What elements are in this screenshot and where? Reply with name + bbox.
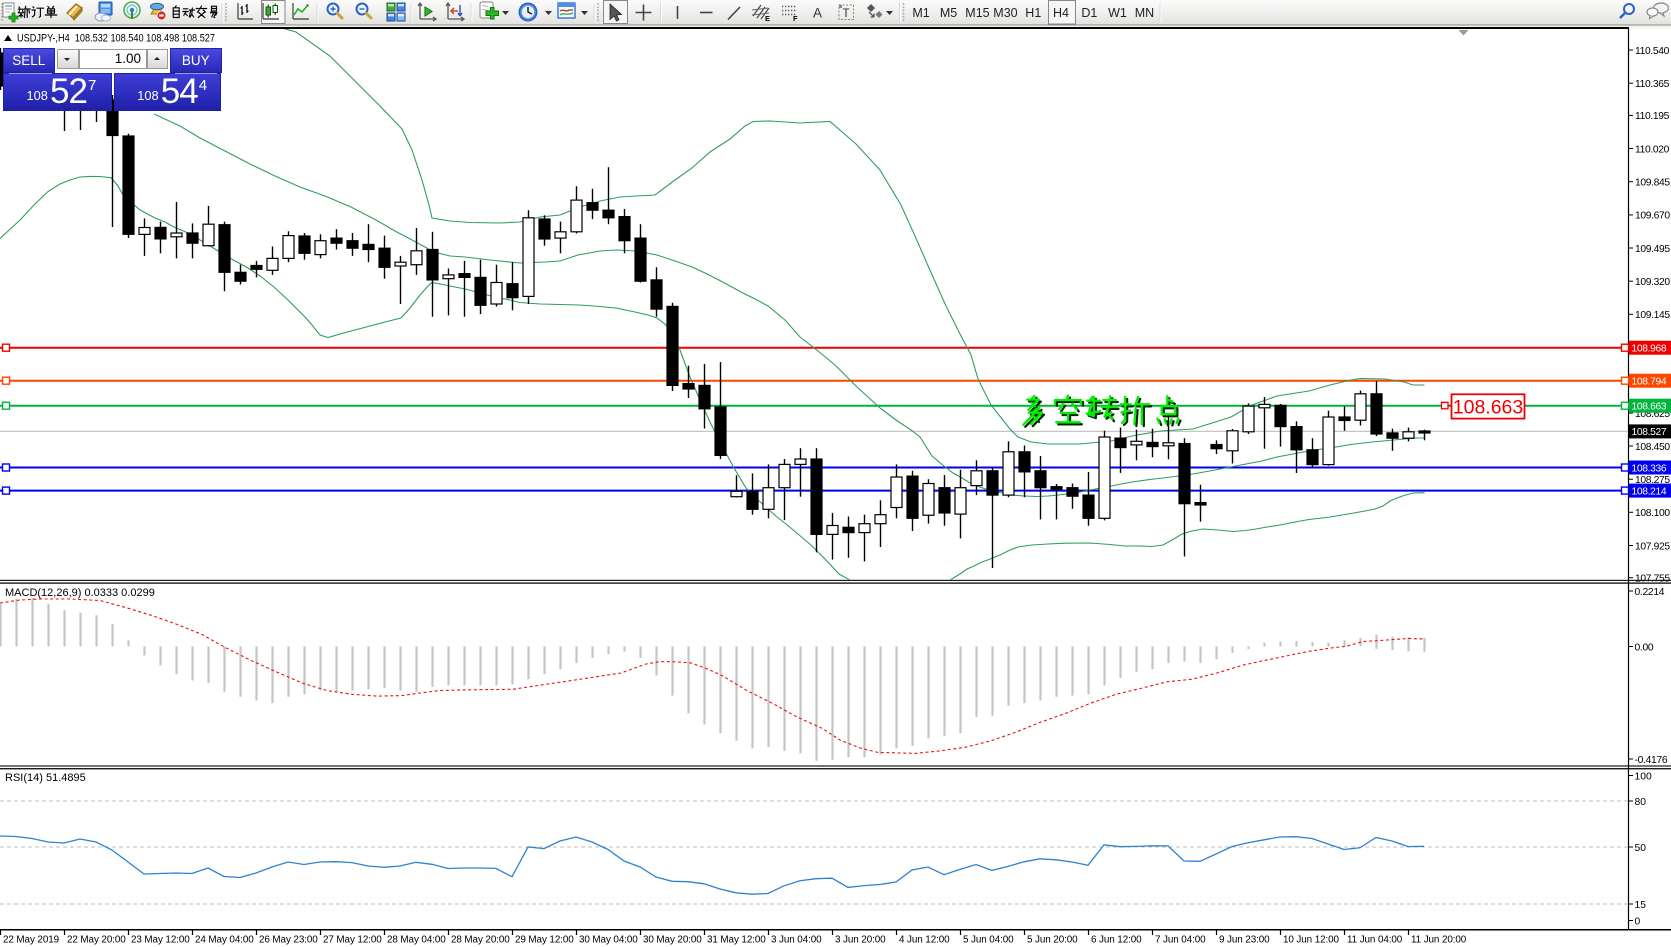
svg-text:108.663: 108.663 — [1453, 397, 1524, 419]
svg-text:H4: H4 — [1053, 6, 1069, 20]
svg-text:108.625: 108.625 — [1635, 409, 1670, 420]
svg-text:109.145: 109.145 — [1635, 310, 1670, 321]
svg-text:108.794: 108.794 — [1632, 377, 1667, 388]
svg-text:26 May 23:00: 26 May 23:00 — [259, 935, 318, 946]
svg-text:27 May 12:00: 27 May 12:00 — [323, 935, 382, 946]
svg-text:15: 15 — [1635, 900, 1647, 911]
svg-text:0: 0 — [1635, 916, 1641, 927]
svg-text:110.020: 110.020 — [1635, 144, 1670, 155]
svg-text:MN: MN — [1135, 6, 1154, 20]
svg-text:3 Jun 04:00: 3 Jun 04:00 — [771, 935, 822, 946]
svg-text:107.925: 107.925 — [1635, 541, 1670, 552]
svg-text:W1: W1 — [1108, 6, 1127, 20]
svg-text:110.540: 110.540 — [1635, 46, 1670, 57]
svg-text:7 Jun 04:00: 7 Jun 04:00 — [1155, 935, 1206, 946]
svg-text:30 May 04:00: 30 May 04:00 — [579, 935, 638, 946]
svg-text:D1: D1 — [1081, 6, 1097, 20]
svg-text:3 Jun 20:00: 3 Jun 20:00 — [835, 935, 886, 946]
svg-text:109.845: 109.845 — [1635, 178, 1670, 189]
svg-text:11 Jun 04:00: 11 Jun 04:00 — [1347, 935, 1403, 946]
svg-text:108.275: 108.275 — [1635, 475, 1670, 486]
svg-text:M5: M5 — [940, 6, 957, 20]
svg-text:M15: M15 — [965, 6, 989, 20]
svg-text:5 Jun 20:00: 5 Jun 20:00 — [1027, 935, 1078, 946]
svg-text:0.00: 0.00 — [1635, 642, 1654, 653]
svg-text:107.755: 107.755 — [1635, 574, 1670, 585]
svg-text:28 May 04:00: 28 May 04:00 — [387, 935, 446, 946]
svg-text:31 May 12:00: 31 May 12:00 — [707, 935, 766, 946]
svg-text:109.495: 109.495 — [1635, 244, 1670, 255]
svg-text:108.100: 108.100 — [1635, 508, 1670, 519]
svg-text:23 May 12:00: 23 May 12:00 — [131, 935, 190, 946]
svg-text:109.320: 109.320 — [1635, 277, 1670, 288]
svg-text:T: T — [843, 8, 850, 20]
svg-text:50: 50 — [1635, 843, 1647, 854]
svg-text:108.968: 108.968 — [1632, 344, 1667, 355]
svg-text:100: 100 — [1635, 771, 1652, 782]
svg-text:108.663: 108.663 — [1632, 402, 1667, 413]
svg-text:22 May 20:00: 22 May 20:00 — [67, 935, 126, 946]
svg-text:6 Jun 12:00: 6 Jun 12:00 — [1091, 935, 1142, 946]
svg-text:108.450: 108.450 — [1635, 442, 1670, 453]
svg-text:F: F — [793, 14, 798, 23]
svg-text:80: 80 — [1635, 797, 1647, 808]
svg-text:11 Jun 20:00: 11 Jun 20:00 — [1411, 935, 1467, 946]
svg-text:MACD(12,26,9) 0.0333 0.0299: MACD(12,26,9) 0.0333 0.0299 — [5, 587, 155, 599]
svg-text:30 May 20:00: 30 May 20:00 — [643, 935, 702, 946]
svg-text:24 May 04:00: 24 May 04:00 — [195, 935, 254, 946]
svg-text:29 May 12:00: 29 May 12:00 — [515, 935, 574, 946]
svg-text:5 Jun 04:00: 5 Jun 04:00 — [963, 935, 1014, 946]
svg-text:M1: M1 — [912, 6, 929, 20]
svg-text:108.214: 108.214 — [1632, 486, 1667, 497]
svg-text:USDJPY-,H4 108.532 108.540 10: USDJPY-,H4 108.532 108.540 108.498 108.5… — [17, 33, 215, 45]
svg-text:E: E — [765, 14, 770, 23]
svg-text:109.670: 109.670 — [1635, 211, 1670, 222]
svg-text:9 Jun 23:00: 9 Jun 23:00 — [1219, 935, 1270, 946]
svg-text:4 Jun 12:00: 4 Jun 12:00 — [899, 935, 950, 946]
svg-text:-0.4176: -0.4176 — [1635, 755, 1668, 766]
svg-text:RSI(14) 51.4895: RSI(14) 51.4895 — [5, 772, 86, 784]
svg-text:H1: H1 — [1025, 6, 1041, 20]
svg-text:110.195: 110.195 — [1635, 111, 1670, 122]
svg-text:M30: M30 — [993, 6, 1017, 20]
svg-text:A: A — [813, 6, 822, 21]
svg-text:108.336: 108.336 — [1632, 463, 1667, 474]
svg-text:110.365: 110.365 — [1635, 79, 1670, 90]
svg-text:108.527: 108.527 — [1632, 427, 1667, 438]
svg-text:28 May 20:00: 28 May 20:00 — [451, 935, 510, 946]
svg-text:10 Jun 12:00: 10 Jun 12:00 — [1283, 935, 1340, 946]
svg-text:0.2214: 0.2214 — [1635, 587, 1665, 598]
svg-text:22 May 2019: 22 May 2019 — [3, 935, 60, 946]
